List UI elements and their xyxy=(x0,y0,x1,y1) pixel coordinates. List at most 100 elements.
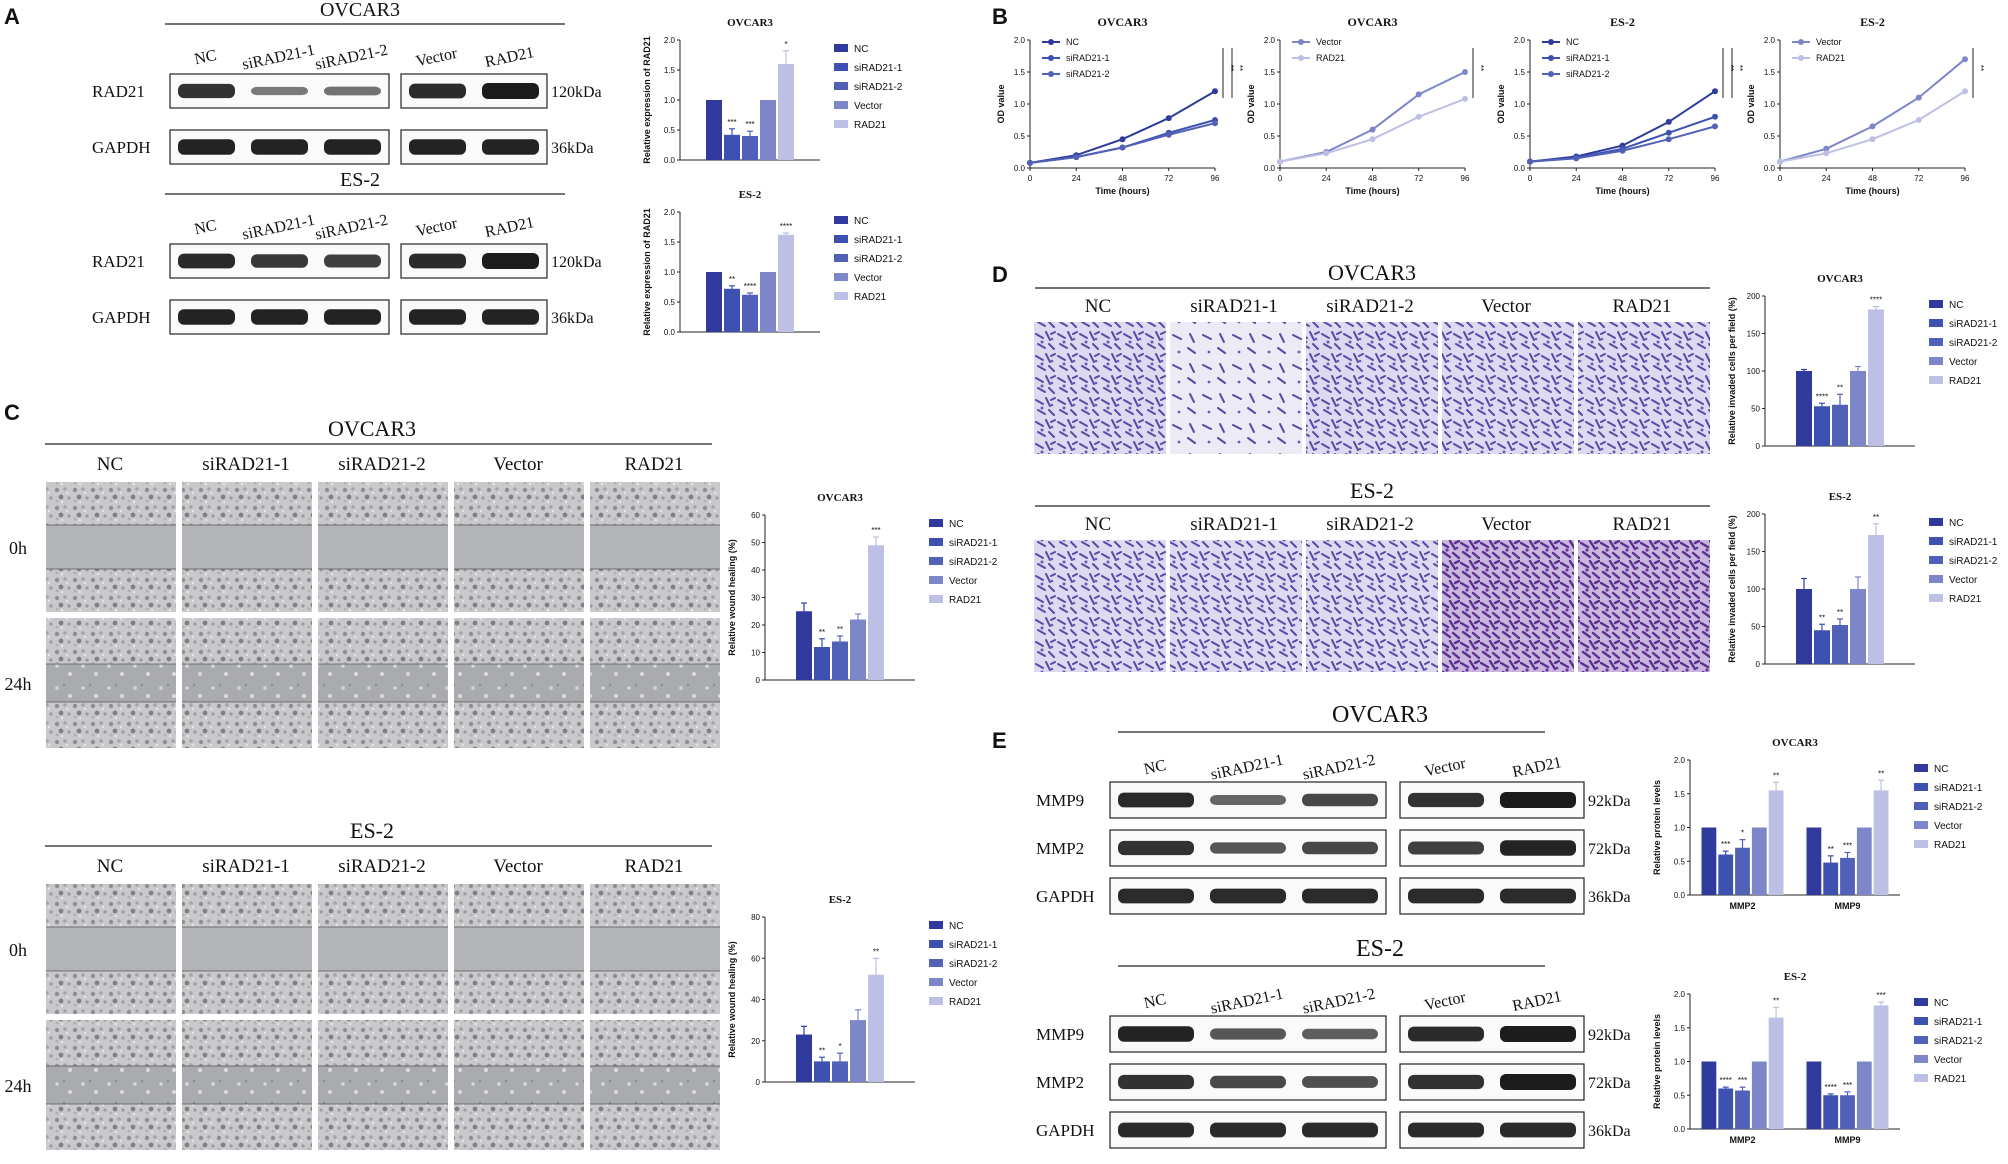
bar-sirad21-2 xyxy=(1832,625,1848,664)
y-axis-label: Relative protein levels xyxy=(1652,780,1662,875)
y-axis-label: Relative expression of RAD21 xyxy=(642,208,652,336)
legend-swatch xyxy=(929,940,943,948)
data-point xyxy=(1823,150,1830,157)
growth-curve-chart: ES-2 0.0 0.5 1.0 1.5 2.0 0 24 48 72 96 Time (hours)… xyxy=(1746,15,1985,196)
cell-line-title: ES-2 xyxy=(340,169,380,191)
data-point xyxy=(1369,126,1376,133)
lane-label: RAD21 xyxy=(1612,514,1671,535)
significance-mark: *** xyxy=(1876,991,1885,1000)
significance-mark: *** xyxy=(745,120,754,129)
blot-band xyxy=(251,254,308,268)
legend-label: siRAD21-1 xyxy=(854,63,903,74)
legend-marker xyxy=(1548,39,1554,45)
y-tick-label: 1.5 xyxy=(664,238,676,247)
lane-label: RAD21 xyxy=(483,214,535,241)
growth-curve-chart: OVCAR3 0.0 0.5 1.0 1.5 2.0 0 24 48 72 96 Time (hour… xyxy=(1246,15,1485,196)
cell-line-title: OVCAR3 xyxy=(1332,702,1428,728)
lane-label: RAD21 xyxy=(624,856,683,877)
cell-line-title: ES-2 xyxy=(350,818,394,843)
blot-band xyxy=(251,139,308,155)
blot-band xyxy=(1118,1074,1194,1090)
lane-label: siRAD21-2 xyxy=(314,42,390,74)
legend-swatch xyxy=(834,254,848,262)
bar-sirad21-2 xyxy=(742,136,758,160)
data-point xyxy=(1869,136,1876,143)
y-tick-label: 0.5 xyxy=(1674,1091,1686,1100)
panel-letter-c: C xyxy=(4,400,20,425)
invasion-image xyxy=(1306,322,1438,454)
legend-label: NC xyxy=(1934,998,1948,1009)
bar-chart: ES-2 Relative expression of RAD21 0.0 0.5 1.… xyxy=(642,189,903,337)
legend-swatch xyxy=(1929,575,1943,583)
bar-rad21 xyxy=(1873,790,1889,895)
series-line xyxy=(1279,71,1466,163)
lane-label: RAD21 xyxy=(483,44,535,71)
legend-label: RAD21 xyxy=(1934,1074,1967,1085)
legend-label: siRAD21-2 xyxy=(1934,1036,1983,1047)
y-tick-label: 1.0 xyxy=(1514,100,1526,109)
blot-band xyxy=(324,254,381,268)
y-tick-label: 0.5 xyxy=(1264,132,1276,141)
significance-mark: **** xyxy=(780,222,792,231)
significance-mark: **** xyxy=(744,282,756,291)
legend-swatch xyxy=(1914,764,1928,772)
legend-swatch xyxy=(834,120,848,128)
data-point xyxy=(1119,136,1126,143)
invasion-image xyxy=(1306,540,1438,672)
blot-band xyxy=(1210,795,1286,805)
y-axis-label: OD value xyxy=(996,84,1006,123)
blot-band xyxy=(1210,888,1286,904)
bar-sirad21-2 xyxy=(832,641,848,680)
bar-nc xyxy=(706,272,722,332)
bar-nc xyxy=(1701,827,1717,895)
lane-label: siRAD21-1 xyxy=(1190,514,1278,535)
blot-row-label: RAD21 xyxy=(92,82,145,101)
legend-marker xyxy=(1048,55,1054,61)
lane-label: NC xyxy=(1142,991,1167,1012)
blot-band xyxy=(1210,1075,1286,1089)
blot-band xyxy=(1302,1028,1378,1040)
significance-mark: ** xyxy=(1226,65,1235,71)
lane-label: siRAD21-1 xyxy=(1190,296,1278,317)
blot-band xyxy=(251,86,308,96)
bar-rad21 xyxy=(778,64,794,160)
lane-label: RAD21 xyxy=(1612,296,1671,317)
x-category-label: MMP9 xyxy=(1834,901,1860,911)
chart-title: OVCAR3 xyxy=(1817,273,1863,285)
data-point xyxy=(1962,56,1968,63)
significance-mark: ** xyxy=(1837,608,1843,617)
wound-gap xyxy=(590,1066,720,1104)
bar-nc xyxy=(1796,371,1812,446)
chart-title: ES-2 xyxy=(739,189,762,201)
data-point xyxy=(1165,115,1172,122)
bar-vector xyxy=(1856,827,1872,895)
blot-band xyxy=(1210,1028,1286,1040)
legend-marker xyxy=(1048,39,1054,45)
blot-band xyxy=(324,139,381,155)
chart-title: OVCAR3 xyxy=(1348,15,1398,29)
significance-mark: * xyxy=(1741,829,1744,838)
legend-label: RAD21 xyxy=(1316,53,1345,63)
legend-label: RAD21 xyxy=(949,997,982,1008)
y-tick-label: 1.5 xyxy=(1264,68,1276,77)
lane-label: Vector xyxy=(414,215,459,240)
data-point xyxy=(1027,159,1033,166)
invasion-image xyxy=(1578,322,1710,454)
blot-band xyxy=(482,139,539,155)
blot-band xyxy=(1118,1122,1194,1138)
bar-sirad21-1 xyxy=(814,647,830,680)
legend-label: siRAD21-1 xyxy=(1949,537,1998,548)
blot-band xyxy=(1408,888,1484,904)
significance-mark: ** xyxy=(1476,65,1485,71)
y-axis-label: Relative invaded cells per field (%) xyxy=(1727,297,1737,445)
bar-sirad21-1 xyxy=(1814,406,1830,446)
y-tick-label: 40 xyxy=(751,566,760,575)
data-point xyxy=(1665,136,1672,143)
bar-sirad21-1 xyxy=(724,134,740,160)
blot-band xyxy=(1408,1122,1484,1138)
legend-swatch xyxy=(1914,998,1928,1006)
blot-band xyxy=(1118,840,1194,856)
blot-band xyxy=(1302,1122,1378,1138)
significance-mark: *** xyxy=(871,526,880,535)
legend-label: Vector xyxy=(854,273,883,284)
